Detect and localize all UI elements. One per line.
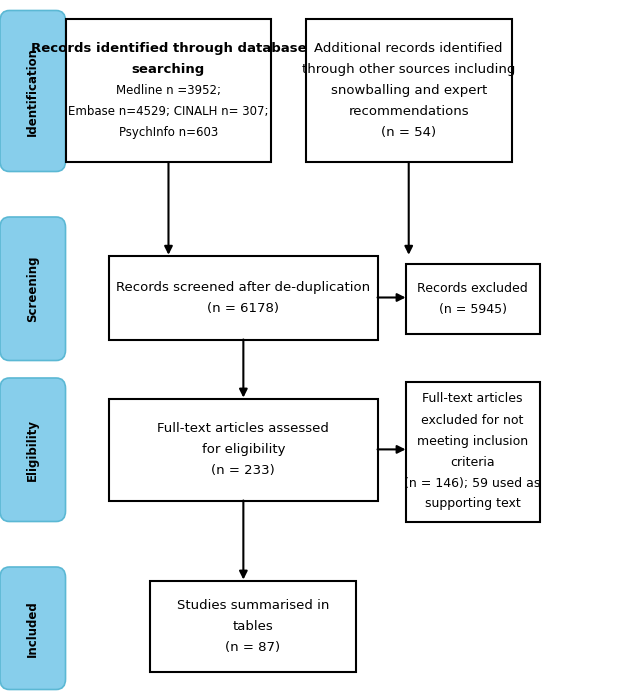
Text: (n = 6178): (n = 6178): [207, 302, 280, 314]
Text: (n = 146); 59 used as: (n = 146); 59 used as: [404, 477, 541, 489]
FancyBboxPatch shape: [306, 19, 512, 162]
Text: Records excluded: Records excluded: [417, 282, 528, 295]
Text: (n = 87): (n = 87): [225, 641, 280, 654]
Text: Screening: Screening: [26, 256, 39, 322]
Text: searching: searching: [132, 63, 205, 76]
FancyBboxPatch shape: [406, 382, 540, 522]
FancyBboxPatch shape: [66, 19, 271, 162]
Text: snowballing and expert: snowballing and expert: [331, 84, 487, 97]
Text: Records screened after de-duplication: Records screened after de-duplication: [116, 281, 371, 293]
FancyBboxPatch shape: [0, 10, 66, 172]
Text: (n = 233): (n = 233): [212, 464, 275, 477]
Text: Full-text articles: Full-text articles: [422, 393, 523, 405]
Text: Studies summarised in: Studies summarised in: [177, 599, 329, 612]
FancyBboxPatch shape: [109, 399, 378, 500]
FancyBboxPatch shape: [0, 378, 66, 522]
Text: tables: tables: [232, 620, 273, 633]
Text: criteria: criteria: [451, 456, 495, 468]
Text: excluded for not: excluded for not: [421, 414, 524, 426]
Text: through other sources including: through other sources including: [302, 63, 515, 76]
Text: Records identified through database: Records identified through database: [31, 42, 306, 55]
Text: Medline n =3952;: Medline n =3952;: [116, 84, 221, 97]
Text: PsychInfo n=603: PsychInfo n=603: [119, 126, 218, 139]
Text: Eligibility: Eligibility: [26, 419, 39, 481]
Text: meeting inclusion: meeting inclusion: [417, 435, 529, 447]
Text: (n = 54): (n = 54): [381, 126, 436, 139]
FancyBboxPatch shape: [0, 567, 66, 690]
Text: Embase n=4529; CINALH n= 307;: Embase n=4529; CINALH n= 307;: [68, 105, 269, 118]
Text: Additional records identified: Additional records identified: [314, 42, 503, 55]
Text: Identification: Identification: [26, 46, 39, 136]
Text: Full-text articles assessed: Full-text articles assessed: [157, 422, 329, 435]
Text: recommendations: recommendations: [348, 105, 469, 118]
Text: supporting text: supporting text: [425, 498, 520, 510]
FancyBboxPatch shape: [406, 264, 540, 334]
FancyBboxPatch shape: [109, 256, 378, 340]
Text: Included: Included: [26, 600, 39, 657]
FancyBboxPatch shape: [150, 581, 356, 672]
Text: (n = 5945): (n = 5945): [439, 303, 507, 316]
FancyBboxPatch shape: [0, 217, 66, 360]
Text: for eligibility: for eligibility: [202, 443, 285, 456]
